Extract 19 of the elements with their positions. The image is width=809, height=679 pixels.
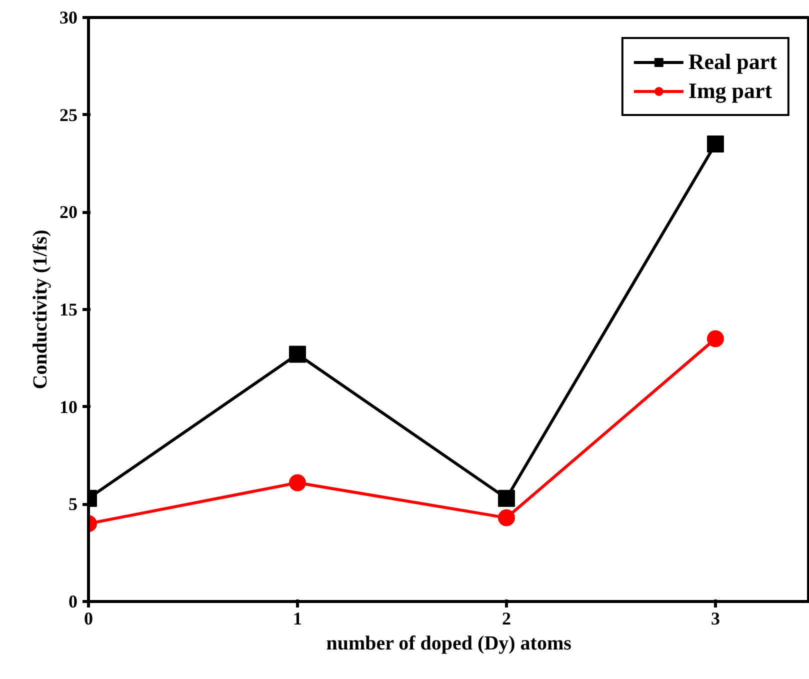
y-tick-label: 20 <box>60 202 78 222</box>
legend-label: Real part <box>688 49 777 75</box>
y-tick-label: 25 <box>60 104 78 125</box>
x-tick-label: 1 <box>292 608 302 628</box>
y-tick-label: 0 <box>68 592 78 612</box>
point <box>706 136 724 153</box>
y-tick-label: 30 <box>60 8 78 28</box>
x-tick-label: 2 <box>502 608 511 628</box>
x-axis-title: number of doped (Dy) atoms <box>326 632 572 654</box>
point <box>706 330 724 348</box>
legend-label: Img part <box>688 78 772 104</box>
x-tick-label: 3 <box>710 608 720 628</box>
y-tick-label: 5 <box>68 494 78 514</box>
point <box>498 509 515 526</box>
y-axis-title: Conductivity (1/fs) <box>30 230 52 390</box>
point <box>498 490 515 507</box>
y-tick-label: 15 <box>60 300 78 320</box>
y-tick-label: 10 <box>60 396 78 417</box>
x-tick-label: 0 <box>84 608 93 628</box>
